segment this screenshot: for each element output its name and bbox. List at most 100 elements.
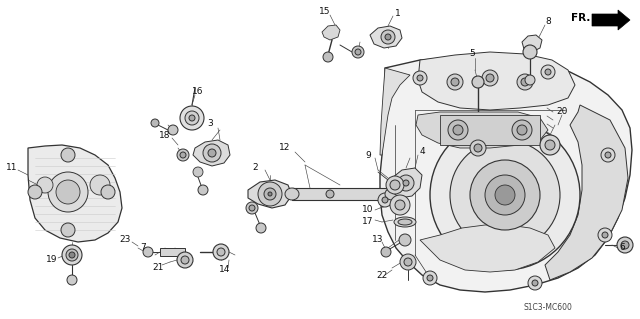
Polygon shape bbox=[392, 168, 422, 198]
Text: 20: 20 bbox=[556, 108, 568, 116]
Circle shape bbox=[180, 152, 186, 158]
Text: 16: 16 bbox=[192, 87, 204, 97]
Circle shape bbox=[56, 180, 80, 204]
Circle shape bbox=[398, 175, 414, 191]
Circle shape bbox=[540, 135, 560, 155]
Circle shape bbox=[249, 205, 255, 211]
Text: 3: 3 bbox=[207, 120, 213, 129]
Circle shape bbox=[450, 140, 560, 250]
Circle shape bbox=[390, 195, 410, 215]
Text: 5: 5 bbox=[469, 48, 475, 57]
Circle shape bbox=[453, 125, 463, 135]
Circle shape bbox=[151, 119, 159, 127]
Circle shape bbox=[521, 78, 529, 86]
Polygon shape bbox=[322, 25, 340, 40]
Circle shape bbox=[382, 197, 388, 203]
Circle shape bbox=[427, 275, 433, 281]
Circle shape bbox=[101, 185, 115, 199]
Circle shape bbox=[621, 241, 629, 249]
Circle shape bbox=[470, 140, 486, 156]
Circle shape bbox=[617, 237, 633, 253]
Circle shape bbox=[177, 149, 189, 161]
Circle shape bbox=[189, 115, 195, 121]
Circle shape bbox=[203, 144, 221, 162]
Circle shape bbox=[605, 152, 611, 158]
Polygon shape bbox=[420, 225, 555, 272]
Circle shape bbox=[48, 172, 88, 212]
Circle shape bbox=[399, 234, 411, 246]
Circle shape bbox=[385, 34, 391, 40]
Circle shape bbox=[451, 78, 459, 86]
Polygon shape bbox=[592, 10, 630, 30]
Bar bbox=[292, 188, 392, 200]
Circle shape bbox=[541, 65, 555, 79]
Polygon shape bbox=[370, 26, 402, 48]
Text: 9: 9 bbox=[365, 151, 371, 160]
Circle shape bbox=[403, 180, 409, 186]
Circle shape bbox=[386, 176, 404, 194]
Circle shape bbox=[495, 185, 515, 205]
Circle shape bbox=[256, 223, 266, 233]
Text: 1: 1 bbox=[395, 9, 401, 18]
Circle shape bbox=[598, 228, 612, 242]
Text: 10: 10 bbox=[362, 205, 374, 214]
Circle shape bbox=[525, 75, 535, 85]
Circle shape bbox=[381, 247, 391, 257]
Circle shape bbox=[430, 120, 580, 270]
Text: 18: 18 bbox=[159, 130, 171, 139]
Circle shape bbox=[447, 74, 463, 90]
Polygon shape bbox=[248, 180, 292, 208]
Polygon shape bbox=[522, 35, 542, 52]
Text: 6: 6 bbox=[619, 243, 625, 253]
Polygon shape bbox=[380, 58, 632, 292]
Text: 13: 13 bbox=[372, 235, 384, 244]
Text: S1C3-MC600: S1C3-MC600 bbox=[524, 303, 572, 313]
Bar bbox=[160, 248, 185, 256]
Text: 19: 19 bbox=[46, 256, 58, 264]
Circle shape bbox=[213, 244, 229, 260]
Circle shape bbox=[66, 249, 78, 261]
Circle shape bbox=[180, 106, 204, 130]
Circle shape bbox=[268, 192, 272, 196]
Circle shape bbox=[395, 200, 405, 210]
Ellipse shape bbox=[385, 188, 399, 200]
Circle shape bbox=[512, 120, 532, 140]
Circle shape bbox=[472, 76, 484, 88]
Circle shape bbox=[470, 160, 540, 230]
Circle shape bbox=[482, 70, 498, 86]
Text: 12: 12 bbox=[279, 144, 291, 152]
Circle shape bbox=[37, 177, 53, 193]
Circle shape bbox=[378, 193, 392, 207]
Circle shape bbox=[90, 175, 110, 195]
Circle shape bbox=[413, 71, 427, 85]
Circle shape bbox=[523, 45, 537, 59]
Circle shape bbox=[528, 276, 542, 290]
Circle shape bbox=[381, 30, 395, 44]
Circle shape bbox=[193, 167, 203, 177]
Circle shape bbox=[602, 232, 608, 238]
Polygon shape bbox=[28, 145, 122, 242]
Circle shape bbox=[208, 149, 216, 157]
Ellipse shape bbox=[394, 217, 416, 227]
Circle shape bbox=[177, 252, 193, 268]
Ellipse shape bbox=[285, 188, 299, 200]
Circle shape bbox=[143, 247, 153, 257]
Text: 2: 2 bbox=[252, 164, 258, 173]
Text: 21: 21 bbox=[152, 263, 164, 271]
Circle shape bbox=[545, 140, 555, 150]
Circle shape bbox=[417, 75, 423, 81]
Text: 15: 15 bbox=[319, 8, 331, 17]
Text: 23: 23 bbox=[119, 235, 131, 244]
Circle shape bbox=[404, 258, 412, 266]
Circle shape bbox=[474, 144, 482, 152]
Circle shape bbox=[390, 180, 400, 190]
Ellipse shape bbox=[398, 219, 412, 225]
Circle shape bbox=[264, 188, 276, 200]
Circle shape bbox=[28, 185, 42, 199]
Circle shape bbox=[448, 120, 468, 140]
Circle shape bbox=[185, 111, 199, 125]
Polygon shape bbox=[193, 140, 230, 166]
Text: 14: 14 bbox=[220, 265, 230, 275]
Circle shape bbox=[217, 248, 225, 256]
Circle shape bbox=[61, 148, 75, 162]
